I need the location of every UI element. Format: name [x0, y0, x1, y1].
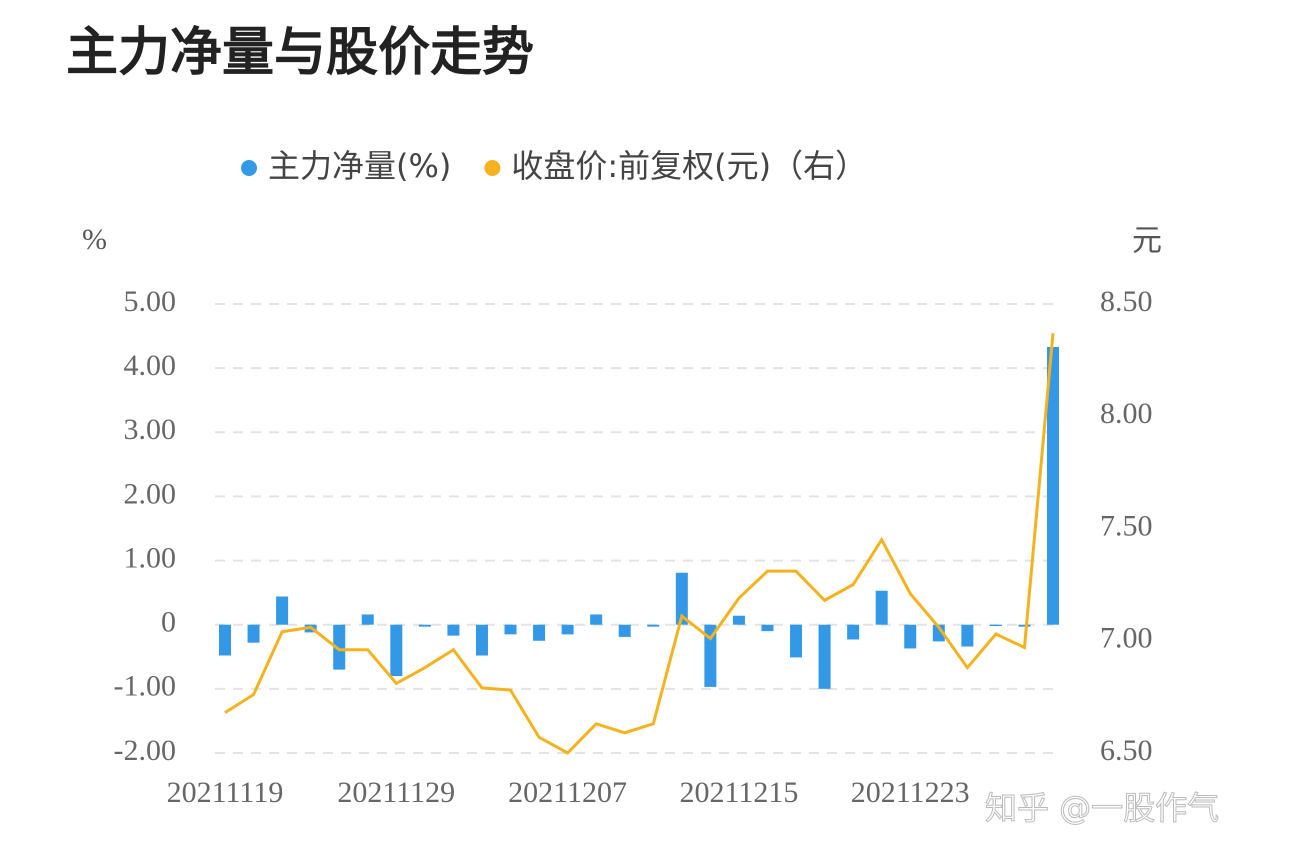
bar [447, 624, 460, 636]
bar [475, 624, 488, 656]
legend-marker [484, 160, 501, 176]
x-tick-label: 20211215 [679, 776, 798, 809]
bar [704, 624, 717, 687]
bar [989, 624, 1002, 626]
bar [761, 624, 774, 632]
bar [561, 624, 574, 635]
chart-title: 主力净量与股价走势 [66, 23, 534, 83]
bar [1047, 346, 1059, 625]
y-axis-label: % [82, 223, 107, 256]
x-tick-label: 20211223 [851, 776, 970, 809]
y-tick-label: 1.00 [124, 541, 177, 574]
bar [961, 624, 974, 647]
bar [932, 624, 945, 642]
bar [875, 590, 888, 625]
bar [1018, 624, 1031, 627]
y-tick-label: 4.00 [124, 349, 177, 382]
x-tick-label: 20211207 [508, 776, 627, 809]
bar [390, 624, 403, 677]
bar [590, 614, 603, 625]
bar [333, 624, 346, 670]
legend-label: 收盘价:前复权(元)（右） [511, 147, 867, 185]
y-tick-label: -2.00 [114, 734, 177, 767]
x-tick-label: 20211119 [167, 776, 284, 809]
bar [247, 624, 260, 643]
line [224, 333, 1055, 755]
y2-tick-label: 8.50 [1100, 285, 1153, 318]
watermark: 知乎 @一股作气 [985, 789, 1219, 827]
x-tick-label: 20211129 [337, 776, 455, 809]
bar [618, 624, 631, 637]
bar [418, 624, 431, 627]
bar [904, 624, 917, 649]
y-tick-label: 3.00 [124, 413, 177, 446]
y-tick-label: 2.00 [124, 477, 177, 510]
bar [675, 572, 688, 625]
y2-tick-label: 7.00 [1100, 622, 1153, 655]
legend-marker [241, 160, 257, 176]
bar [647, 624, 660, 627]
bar [219, 624, 231, 656]
bar [847, 624, 860, 640]
y-tick-label: 5.00 [124, 285, 177, 318]
y2-axis-label: 元 [1132, 224, 1162, 259]
bar [504, 624, 517, 635]
y-tick-label: 0 [161, 606, 176, 639]
y2-tick-label: 6.50 [1100, 734, 1153, 767]
bar [732, 615, 745, 625]
y2-tick-label: 8.00 [1100, 397, 1153, 430]
y2-tick-label: 7.50 [1100, 509, 1153, 542]
bar [790, 624, 803, 658]
bar [361, 614, 374, 625]
bar [818, 624, 831, 689]
bar [276, 596, 289, 625]
bar [533, 624, 546, 641]
legend-label: 主力净量(%) [268, 147, 451, 185]
y-tick-label: -1.00 [114, 670, 177, 703]
